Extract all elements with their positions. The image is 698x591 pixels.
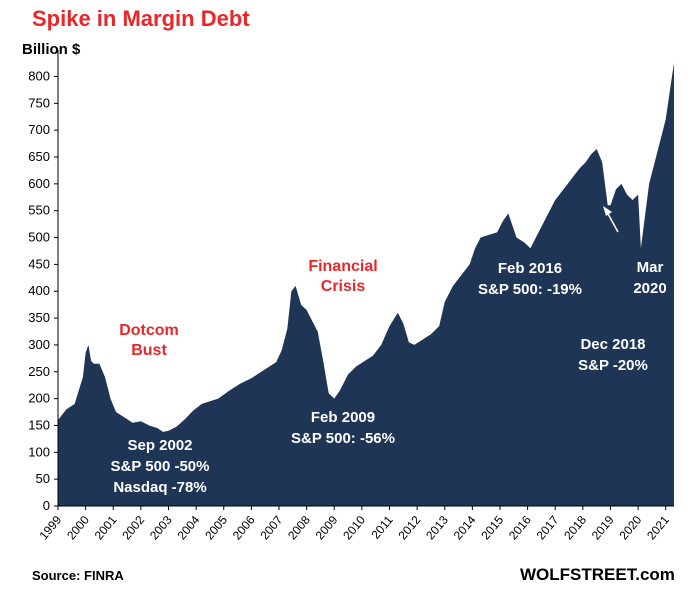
x-tick-label: 2015 — [478, 513, 506, 543]
x-tick-label: 2017 — [534, 513, 562, 543]
annotation-feb2016: Feb 2016 — [498, 260, 562, 277]
annotation-dotcom: Bust — [131, 342, 167, 359]
annotation-dec2018: S&P -20% — [578, 357, 648, 374]
y-axis-label: Billion $ — [22, 41, 81, 58]
x-tick-label: 2008 — [285, 513, 313, 543]
x-tick-label: 2011 — [368, 513, 396, 542]
x-tick-label: 2013 — [423, 513, 451, 543]
x-tick-label: 2003 — [147, 513, 175, 543]
annotation-sep2002: S&P 500 -50% — [111, 458, 210, 475]
y-tick-label: 550 — [28, 203, 50, 218]
y-tick-label: 250 — [28, 364, 50, 379]
annotation-sep2002: Sep 2002 — [127, 437, 192, 454]
y-tick-label: 300 — [28, 337, 50, 352]
chart-title: Spike in Margin Debt — [32, 6, 250, 31]
y-tick-label: 450 — [28, 256, 50, 271]
y-tick-label: 50 — [36, 471, 50, 486]
y-tick-label: 750 — [28, 95, 50, 110]
annotation-dotcom: Dotcom — [119, 322, 179, 339]
y-tick-label: 150 — [28, 417, 50, 432]
y-tick-label: 700 — [28, 122, 50, 137]
annotation-feb2009: S&P 500: -56% — [291, 430, 395, 447]
annotation-feb2009: Feb 2009 — [311, 409, 375, 426]
y-tick-label: 200 — [28, 391, 50, 406]
x-tick-label: 2010 — [340, 513, 368, 543]
y-tick-label: 350 — [28, 310, 50, 325]
y-tick-label: 100 — [28, 444, 50, 459]
y-tick-label: 650 — [28, 149, 50, 164]
x-tick-label: 2020 — [616, 513, 644, 543]
annotation-sep2002: Nasdaq -78% — [113, 479, 206, 496]
x-tick-label: 2016 — [506, 513, 534, 543]
brand-label: WOLFSTREET.com — [520, 565, 675, 584]
y-tick-label: 600 — [28, 176, 50, 191]
x-tick-label: 2006 — [230, 513, 258, 543]
x-tick-label: 2021 — [644, 513, 672, 543]
x-tick-label: 2012 — [396, 513, 424, 543]
x-tick-label: 2005 — [202, 513, 230, 543]
dec-2018-arrowhead — [603, 206, 612, 216]
y-tick-label: 500 — [28, 230, 50, 245]
annotation-mar2020: Mar — [637, 259, 664, 276]
x-tick-label: 2018 — [561, 513, 589, 543]
x-tick-label: 2004 — [175, 513, 203, 543]
x-tick-label: 2009 — [313, 513, 341, 543]
x-tick-label: 2001 — [92, 513, 120, 543]
source-note: Source: FINRA — [32, 568, 124, 583]
annotation-feb2016: S&P 500: -19% — [478, 281, 582, 298]
margin-debt-area — [58, 63, 674, 506]
x-tick-label: 2019 — [589, 513, 617, 543]
annotation-financial: Crisis — [321, 278, 366, 295]
annotation-financial: Financial — [308, 258, 377, 275]
annotation-mar2020: 2020 — [633, 280, 666, 297]
annotation-dec2018: Dec 2018 — [580, 336, 645, 353]
x-tick-label: 2002 — [119, 513, 147, 543]
y-tick-label: 400 — [28, 283, 50, 298]
x-tick-label: 2007 — [257, 513, 285, 543]
x-tick-label: 2000 — [64, 513, 92, 543]
x-tick-label: 2014 — [451, 513, 479, 543]
y-tick-label: 0 — [43, 498, 50, 513]
y-tick-label: 800 — [28, 68, 50, 83]
dec-2018-arrow — [606, 211, 619, 233]
x-tick-label: 1999 — [36, 513, 64, 543]
